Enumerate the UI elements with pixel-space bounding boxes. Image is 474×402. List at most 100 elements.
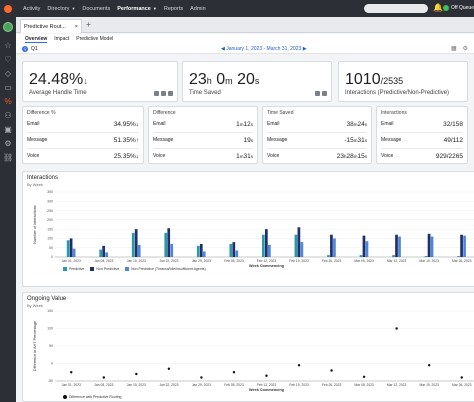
nav-item-directory[interactable]: Directory ▼ [47, 6, 75, 12]
row-value: 25.35%↓ [114, 153, 139, 160]
bar [164, 232, 168, 257]
kpi-hours: 23 [189, 71, 207, 88]
date-range[interactable]: ◀ January 1, 2023 - March 31, 2023 ▶ [221, 46, 307, 52]
chart-subtitle: By Week [27, 182, 43, 187]
calendar-icon[interactable]: ▦ [450, 46, 457, 52]
next-period-icon[interactable]: ▶ [302, 46, 307, 52]
video-icon[interactable]: ▭ [4, 83, 12, 92]
value-text: 34.95% [113, 120, 136, 128]
chart-icon[interactable] [315, 91, 320, 96]
avatar[interactable] [3, 22, 13, 32]
nav-item-label: Activity [23, 5, 41, 12]
arrow-down-icon: ↓ [83, 76, 88, 86]
bar [262, 234, 265, 257]
nav-item-documents[interactable]: Documents [82, 6, 110, 12]
x-tick-label: Jan 15, 2023 [127, 383, 146, 387]
value-a: 38 [346, 120, 354, 128]
presence-status[interactable]: Off Queue [443, 5, 474, 11]
row-value: 32/158 [443, 120, 463, 128]
star-icon[interactable]: ☆ [4, 41, 12, 50]
bar [333, 238, 336, 257]
detail-row-voice: Voice 25.35%↓ [27, 149, 139, 163]
app-logo[interactable] [0, 0, 16, 17]
queue-badge[interactable]: Q [22, 46, 28, 52]
bar [457, 256, 460, 257]
tab-impact[interactable]: Impact [54, 36, 70, 42]
bar [330, 234, 333, 257]
bar [395, 234, 398, 257]
value-b: 24 [357, 120, 365, 128]
row-value: 38m24s [347, 121, 367, 128]
tab-predictive-routing[interactable]: Predictive Rout... × [20, 19, 82, 33]
tab-predictive-model[interactable]: Predictive Model [76, 36, 114, 42]
unit-b: m [353, 153, 358, 159]
legend-item[interactable]: Predictive [63, 267, 84, 271]
row-value: 49/112 [443, 136, 463, 144]
bar [72, 248, 76, 257]
legend-item[interactable]: Non Predictive [90, 267, 119, 271]
notification-bell-icon[interactable]: 🔔 [433, 3, 443, 12]
kpi-total-count: /2535 [380, 76, 404, 86]
search-input[interactable] [364, 4, 428, 13]
nav-item-performance[interactable]: Performance ▼ [117, 6, 157, 12]
detail-interactions: Interactions Email 32/158 Message 49/112 V… [376, 106, 468, 164]
x-tick-label: Jan 15, 2023 [127, 259, 146, 263]
x-tick-label: Mar 05, 2023 [354, 383, 374, 387]
settings-icon[interactable]: ⚙ [462, 46, 468, 52]
export-icon[interactable] [168, 91, 173, 96]
bar [66, 240, 70, 257]
gear-icon[interactable]: ⚙ [4, 139, 12, 148]
people-icon[interactable]: ⚇ [4, 111, 12, 120]
arrow-up-icon: ↑ [135, 136, 139, 144]
close-icon[interactable]: × [74, 23, 78, 30]
x-tick-label: Jan 22, 2023 [159, 259, 178, 263]
bar [69, 238, 73, 257]
kpi-aht-value: 24.48% [29, 71, 84, 88]
bar [196, 245, 200, 257]
heart-icon[interactable]: ♡ [4, 55, 12, 64]
row-label: Voice [381, 153, 394, 159]
chart-icon[interactable] [154, 91, 159, 96]
link-icon[interactable]: ⛓ [3, 153, 14, 162]
nav-item-activity[interactable]: Activity [23, 6, 40, 12]
kpi-label: Average Handle Time [29, 90, 87, 96]
legend-item[interactable]: Difference with Predictive Routing [63, 395, 121, 399]
divider [267, 132, 367, 133]
bar [235, 250, 239, 257]
value-b: 31 [357, 136, 365, 144]
unit-a: m [353, 137, 358, 143]
x-tick-label: Feb 12, 2023 [257, 383, 277, 387]
period-label[interactable]: Q1 [31, 46, 38, 52]
inbox-icon[interactable]: ▣ [4, 125, 12, 134]
export-icon[interactable] [322, 91, 327, 96]
detail-difference: Difference Email 1m12s Message 19s Voice 1m… [148, 106, 258, 164]
kpi-value: 23h 0m 20s [189, 71, 259, 89]
legend-swatch [90, 267, 95, 271]
x-tick-label: Mar 19, 2023 [419, 259, 439, 263]
shield-icon[interactable]: ◇ [4, 69, 12, 78]
kpi-minutes: 0 [216, 71, 226, 88]
data-point [427, 364, 431, 367]
row-value: 1m31s [236, 153, 253, 160]
bar [362, 235, 366, 257]
nav-item-admin[interactable]: Admin [190, 6, 206, 12]
tab-overview[interactable]: Overview [25, 35, 48, 43]
y-tick-label: 350 [47, 190, 53, 194]
x-tick-label: Mar 26, 2023 [452, 383, 472, 387]
table-icon[interactable] [161, 91, 166, 96]
data-point [265, 374, 268, 377]
add-tab-icon[interactable]: + [86, 20, 91, 29]
legend-swatch [125, 267, 130, 271]
data-point [167, 367, 171, 370]
bar [167, 228, 171, 257]
value-sec: 31 [243, 152, 251, 160]
legend-item[interactable]: Non Predictive (Timeout/Idle/Insufficien… [125, 267, 206, 271]
prev-period-icon[interactable]: ◀ [221, 46, 225, 52]
bar [134, 229, 138, 257]
nav-item-reports[interactable]: Reports [164, 6, 183, 12]
percent-icon[interactable]: % [4, 97, 12, 106]
legend-swatch [63, 267, 67, 271]
divider [381, 132, 463, 133]
unit-c: s [364, 153, 367, 159]
y-tick-label: 150 [47, 227, 53, 231]
